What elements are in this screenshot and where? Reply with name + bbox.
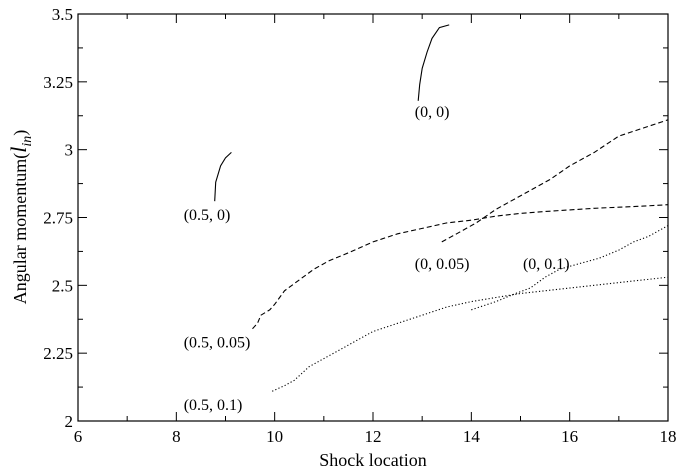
series-line <box>441 119 669 243</box>
plot-area <box>77 13 669 422</box>
x-tick-label: 8 <box>172 427 181 446</box>
x-tick-label: 18 <box>660 427 677 446</box>
x-tick-label: 14 <box>463 427 481 446</box>
y-axis-label-var: l <box>6 147 31 153</box>
curve-label: (0, 0.1) <box>523 256 570 273</box>
y-tick-label: 2 <box>65 412 74 431</box>
y-tick-label: 2.5 <box>52 276 73 295</box>
curve-label: (0, 0) <box>415 104 450 121</box>
series-line <box>417 24 450 101</box>
x-axis-ticks: 6 8 10 12 14 16 18 <box>74 14 677 446</box>
series-line <box>271 276 669 392</box>
x-tick-label: 10 <box>266 427 283 446</box>
y-axis-label-sub: in <box>20 136 35 147</box>
curve-label: (0, 0.05) <box>415 256 470 273</box>
curve-label: (0.5, 0.1) <box>184 397 243 414</box>
y-tick-label: 3 <box>65 141 74 160</box>
curve-label: (0.5, 0) <box>184 207 231 224</box>
y-tick-label: 3.5 <box>52 5 73 24</box>
curve-label: (0.5, 0.05) <box>184 335 251 352</box>
x-axis-label: Shock location <box>319 450 426 470</box>
x-tick-label: 6 <box>74 427 83 446</box>
y-axis-ticks: 2 2.25 2.5 2.75 3 3.25 3.5 <box>43 5 668 431</box>
y-axis-label-close: ) <box>10 130 31 136</box>
series-curves <box>214 24 669 392</box>
y-tick-label: 2.25 <box>43 344 73 363</box>
x-tick-label: 12 <box>365 427 382 446</box>
curve-annotations: (0, 0) (0.5, 0) (0, 0.05) (0, 0.1) (0.5, 0.0… <box>184 104 570 414</box>
y-axis-label-main: Angular momentum( <box>10 153 31 304</box>
y-tick-label: 3.25 <box>43 73 73 92</box>
series-line <box>214 151 232 202</box>
series-line <box>252 204 669 330</box>
x-tick-label: 16 <box>561 427 578 446</box>
y-axis-label: Angular momentum(lin) <box>6 130 35 305</box>
y-tick-label: 2.75 <box>43 209 73 228</box>
